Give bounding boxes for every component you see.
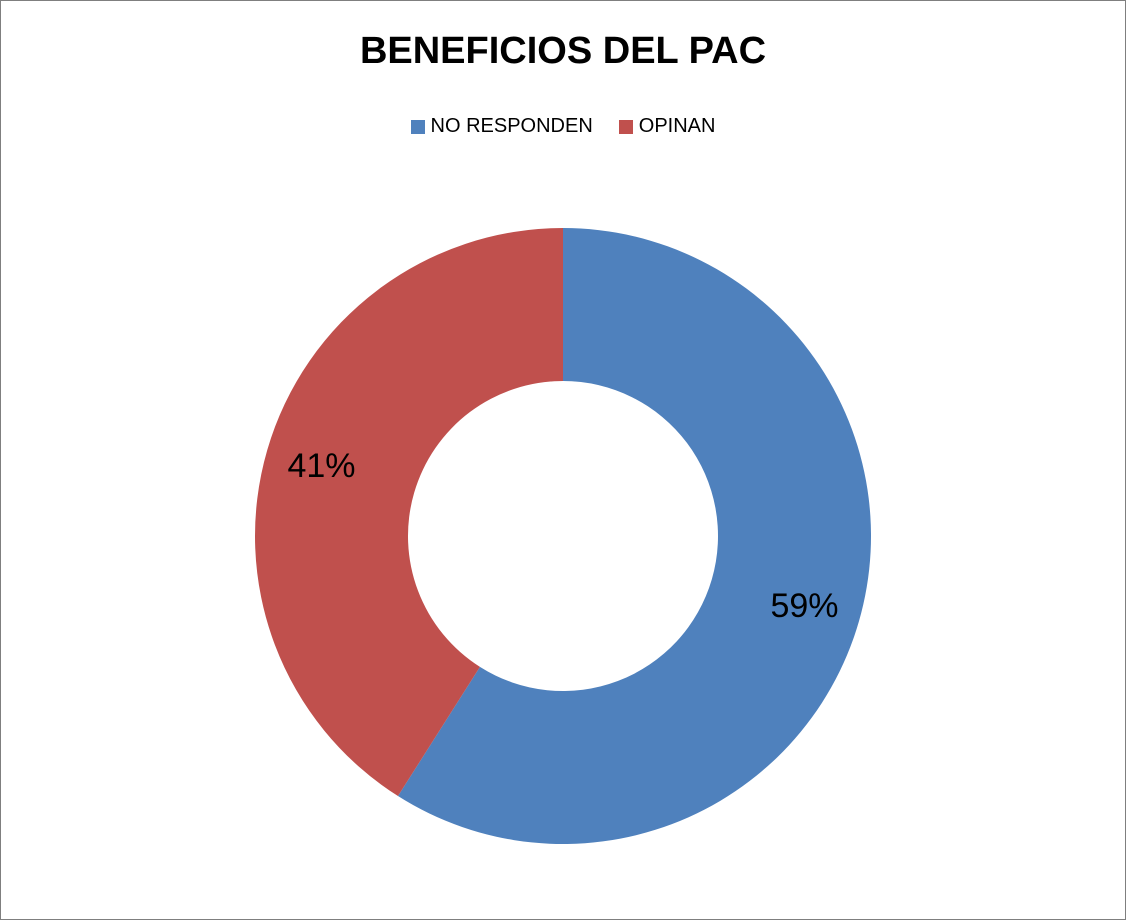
donut-slices <box>255 228 871 844</box>
donut-data-labels: 59% 41% <box>287 447 838 625</box>
donut-slice-opinan <box>255 228 563 797</box>
donut-slice-no-responden <box>397 228 871 844</box>
legend-item-no-responden: NO RESPONDEN <box>410 115 593 138</box>
data-label-opinan: 41% <box>287 447 355 485</box>
legend-swatch-no-responden <box>410 119 425 134</box>
chart-title: BENEFICIOS DEL PAC <box>359 30 767 72</box>
legend-label-opinan: OPINAN <box>638 115 716 137</box>
legend-swatch-opinan <box>618 119 633 134</box>
legend-item-opinan: OPINAN <box>618 115 716 138</box>
data-label-no-responden: 59% <box>770 587 838 625</box>
legend-label-no-responden: NO RESPONDEN <box>430 115 593 137</box>
chart-legend: NO RESPONDEN OPINAN <box>0 115 1126 138</box>
